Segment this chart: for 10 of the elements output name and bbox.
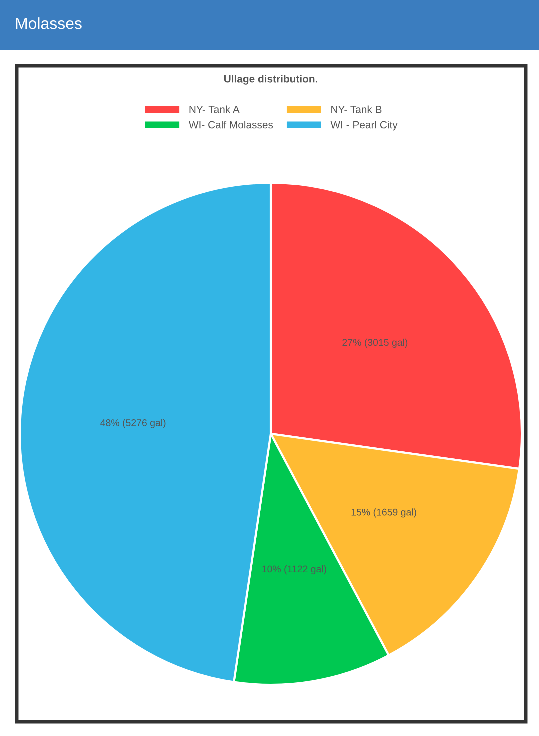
data-label: 27% (3015 gal): [342, 338, 408, 348]
legend-label: WI- Calf Molasses: [188, 121, 274, 129]
legend-label: NY- Tank B: [332, 106, 382, 114]
legend-label: WI - Pearl City: [330, 121, 398, 131]
legend-label: NY- Tank A: [190, 106, 240, 114]
chart-title: Molasses: [16, 18, 82, 30]
data-label: 10% (1122 gal): [262, 566, 326, 575]
chart-subtitle: Ullage distribution.: [224, 75, 318, 85]
data-label: 15% (1659 gal): [352, 508, 416, 518]
data-label: 48% (5276 gal): [100, 419, 166, 428]
